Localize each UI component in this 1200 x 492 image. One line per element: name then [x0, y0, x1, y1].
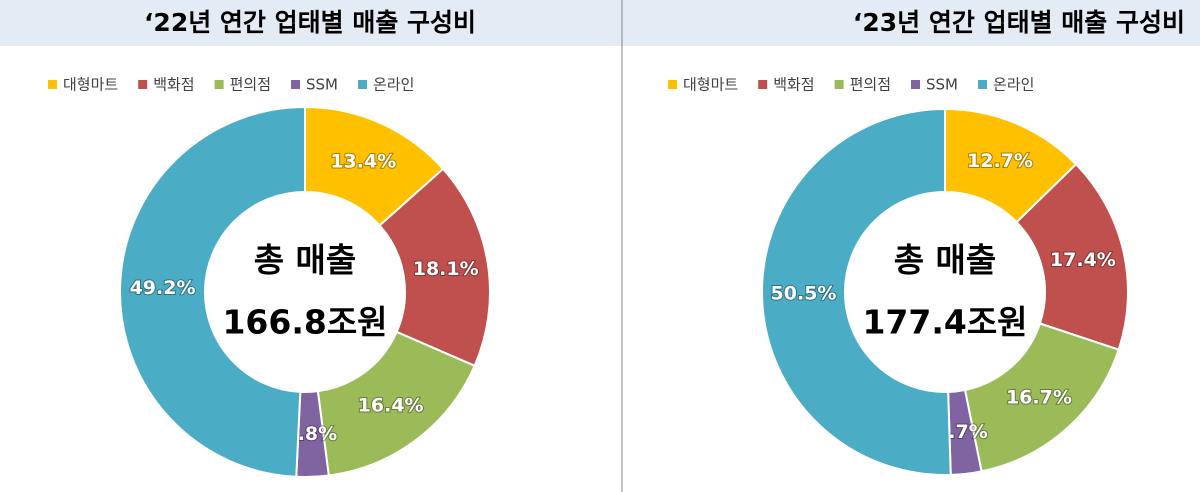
legend-swatch — [834, 80, 844, 89]
slice — [119, 105, 306, 478]
legend-swatch — [138, 80, 148, 89]
legend-label: 편의점 — [230, 76, 271, 94]
center-text: 166.8조원 — [222, 303, 387, 342]
legend-label: 온라인 — [993, 76, 1034, 94]
data-label: 12.7% — [967, 150, 1033, 172]
legend-label: 온라인 — [373, 76, 414, 94]
data-label: 16.4% — [358, 394, 424, 416]
legend-label: SSM — [926, 76, 958, 94]
legend-swatch — [911, 80, 921, 89]
data-label: 50.5% — [771, 283, 837, 305]
data-label: 49.2% — [130, 277, 196, 299]
chart-title: ‘22년 연간 업태별 매출 구성비 — [144, 8, 476, 37]
legend-swatch — [668, 80, 677, 89]
legend-label: 대형마트 — [63, 76, 118, 94]
slice — [378, 167, 491, 368]
chart-title: ‘23년 연간 업태별 매출 구성비 — [853, 8, 1185, 37]
legend-swatch — [358, 80, 368, 89]
center-text: 177.4조원 — [862, 303, 1027, 342]
legend-label: 대형마트 — [683, 76, 738, 94]
data-label: 17.4% — [1050, 249, 1116, 271]
data-label: 18.1% — [413, 258, 479, 280]
data-label: 13.4% — [330, 150, 396, 172]
legend-swatch — [758, 80, 768, 89]
legend-swatch — [48, 80, 57, 89]
legend-swatch — [291, 80, 301, 89]
slice — [761, 107, 952, 476]
legend-label: SSM — [306, 76, 338, 94]
legend-label: 백화점 — [153, 76, 194, 94]
legend-swatch — [978, 80, 988, 89]
legend-label: 백화점 — [773, 76, 814, 94]
header-band — [0, 0, 1200, 46]
legend-label: 편의점 — [850, 76, 891, 94]
center-text: 총 매출 — [894, 241, 997, 280]
legend-swatch — [214, 80, 224, 89]
center-text: 총 매출 — [254, 241, 357, 280]
slice — [963, 322, 1120, 473]
data-label: 16.7% — [1006, 386, 1072, 408]
